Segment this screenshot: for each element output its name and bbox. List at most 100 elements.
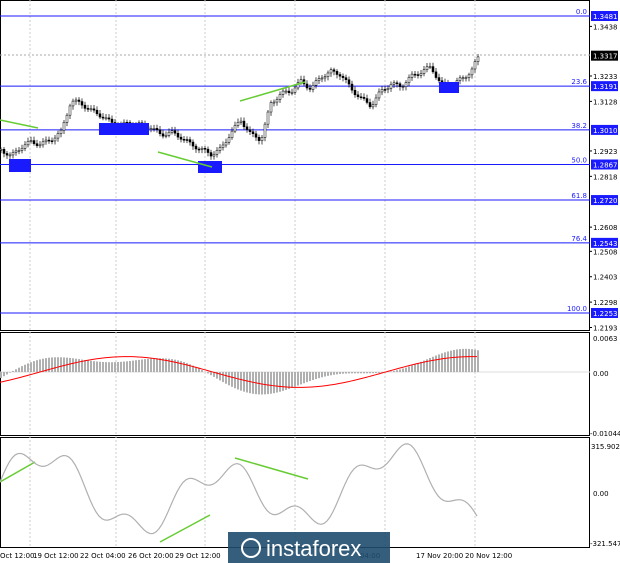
candle-body (236, 122, 240, 126)
candle-body (407, 77, 411, 83)
candle-body (296, 82, 300, 89)
macd-bar (18, 367, 20, 372)
macd-bar (81, 359, 83, 372)
candle-body (281, 90, 285, 95)
candle-body (434, 71, 438, 78)
candle-body (245, 126, 249, 130)
price-label-box (591, 50, 618, 61)
time-label: 29 Oct 12:00 (175, 552, 221, 560)
macd-bar (12, 370, 14, 372)
macd-bar (237, 372, 239, 390)
macd-bar (99, 361, 101, 372)
candle-body (323, 76, 327, 79)
candle-body (422, 69, 426, 74)
macd-bar (33, 361, 35, 372)
macd-bar (180, 361, 182, 372)
candle-body (467, 74, 471, 78)
candle-body (293, 87, 297, 93)
macd-bar (165, 358, 167, 372)
candle-body (101, 116, 105, 119)
macd-bar (195, 366, 197, 372)
price-label: 1.2508 (593, 248, 618, 256)
macd-bar (168, 358, 170, 372)
candle-body (386, 87, 390, 90)
cci-axis-zero: 0.00 (593, 490, 609, 498)
macd-bar (156, 358, 158, 372)
time-label: Oct 12:00 (0, 552, 35, 560)
macd-bar (321, 372, 323, 378)
macd-bar (96, 361, 98, 372)
candle-body (77, 99, 81, 102)
candle-body (461, 77, 465, 79)
candle-body (320, 77, 324, 80)
macd-bar (351, 372, 353, 374)
macd-bar (162, 358, 164, 372)
macd-bar (438, 354, 440, 372)
candle-body (380, 89, 384, 93)
macd-bar (456, 349, 458, 372)
zone-box (99, 123, 149, 135)
macd-bar (459, 349, 461, 372)
candle-body (161, 133, 165, 137)
macd-bar (93, 361, 95, 372)
candle-body (170, 130, 174, 133)
macd-bar (327, 372, 329, 376)
macd-bar (267, 372, 269, 395)
candle-body (89, 108, 93, 111)
time-label: 22 Oct 04:00 (80, 552, 126, 560)
candle-body (392, 82, 396, 85)
macd-bar (342, 372, 344, 374)
candle-body (47, 139, 51, 142)
macd-bar (189, 364, 191, 372)
macd-bar (300, 372, 302, 385)
macd-indicator (0, 348, 590, 395)
macd-bar (330, 372, 332, 376)
macd-bar (27, 363, 29, 372)
candle-body (29, 140, 33, 142)
macd-bar (324, 372, 326, 377)
price-label-box (591, 237, 618, 248)
candle-body (383, 89, 387, 91)
candle-body (53, 137, 57, 142)
candle-body (5, 153, 9, 156)
macd-bar (303, 372, 305, 384)
macd-bar (129, 360, 131, 372)
macd-bar (108, 362, 110, 372)
candle-body (80, 101, 84, 106)
candle-body (11, 152, 15, 156)
macd-bar (246, 372, 248, 393)
macd-bar (249, 372, 251, 394)
candle-body (347, 79, 351, 85)
macd-bar (312, 372, 314, 381)
divergence-line (239, 81, 306, 102)
macd-bar (261, 372, 263, 395)
candle-body (14, 150, 18, 153)
macd-bar (285, 372, 287, 390)
candle-body (416, 74, 420, 76)
macd-bar (90, 360, 92, 372)
macd-bar (150, 358, 152, 372)
price-label: 1.3481 (593, 13, 618, 21)
price-label: 1.3438 (593, 23, 618, 31)
macd-bar (360, 372, 362, 374)
candle-body (338, 74, 342, 77)
candle-body (173, 130, 177, 134)
candle-body (185, 139, 189, 141)
candle-body (410, 73, 414, 78)
candle-body (275, 99, 279, 103)
cci-indicator (0, 443, 478, 535)
candle-body (374, 97, 378, 105)
macd-axis-top: 0.0063 (593, 335, 618, 343)
macd-bar (408, 366, 410, 372)
candle-body (20, 148, 24, 151)
macd-bar (105, 362, 107, 372)
macd-bar (264, 372, 266, 395)
macd-bar (117, 362, 119, 372)
macd-bar (123, 361, 125, 372)
candle-body (179, 136, 183, 140)
divergence-lines (0, 81, 309, 543)
price-label: 1.3317 (593, 53, 618, 61)
candle-body (437, 77, 441, 81)
candle-body (260, 137, 264, 141)
